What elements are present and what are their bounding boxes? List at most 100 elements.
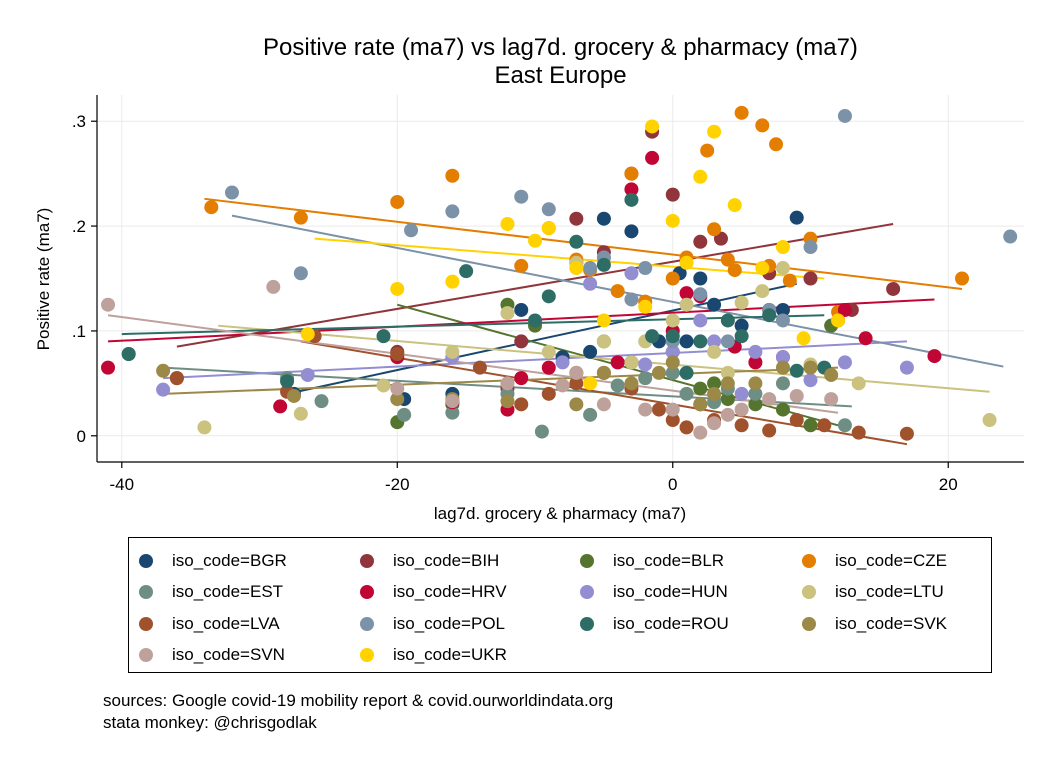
y-tick-label: .1 bbox=[72, 322, 86, 341]
legend-marker bbox=[802, 554, 816, 568]
data-point bbox=[514, 397, 529, 412]
data-point bbox=[693, 425, 708, 440]
data-point bbox=[286, 388, 301, 403]
data-point bbox=[679, 255, 694, 270]
data-point bbox=[775, 350, 790, 365]
y-tick-label: .2 bbox=[72, 217, 86, 236]
data-point bbox=[707, 416, 722, 431]
legend-label: iso_code=HUN bbox=[613, 582, 728, 601]
data-point bbox=[645, 329, 660, 344]
data-point bbox=[748, 344, 763, 359]
legend-label: iso_code=UKR bbox=[393, 645, 507, 664]
data-point bbox=[638, 299, 653, 314]
legend-marker bbox=[139, 648, 153, 662]
data-point bbox=[803, 271, 818, 286]
data-point bbox=[624, 182, 639, 197]
data-point bbox=[224, 185, 239, 200]
data-point bbox=[445, 168, 460, 183]
data-point bbox=[638, 371, 653, 386]
y-tick-label: 0 bbox=[77, 427, 86, 446]
data-point bbox=[748, 376, 763, 391]
data-point bbox=[624, 376, 639, 391]
data-point bbox=[707, 297, 722, 312]
data-point bbox=[500, 306, 515, 321]
data-point bbox=[755, 284, 770, 299]
data-point bbox=[803, 240, 818, 255]
legend-marker bbox=[360, 648, 374, 662]
data-point bbox=[293, 210, 308, 225]
data-point bbox=[707, 344, 722, 359]
legend-label: iso_code=CZE bbox=[835, 551, 947, 570]
data-point bbox=[775, 376, 790, 391]
chart-subtitle: East Europe bbox=[494, 62, 627, 89]
data-point bbox=[300, 367, 315, 382]
data-point bbox=[665, 313, 680, 328]
data-point bbox=[762, 392, 777, 407]
data-point bbox=[665, 213, 680, 228]
data-point bbox=[775, 261, 790, 276]
data-point bbox=[169, 371, 184, 386]
data-point bbox=[445, 344, 460, 359]
data-point bbox=[899, 426, 914, 441]
data-point bbox=[541, 289, 556, 304]
data-point bbox=[665, 344, 680, 359]
data-point bbox=[273, 399, 288, 414]
data-point bbox=[837, 302, 852, 317]
data-point bbox=[720, 365, 735, 380]
data-point bbox=[734, 386, 749, 401]
data-point bbox=[1003, 229, 1018, 244]
data-point bbox=[679, 365, 694, 380]
data-point bbox=[280, 374, 295, 389]
data-point bbox=[651, 365, 666, 380]
data-point bbox=[293, 266, 308, 281]
data-point bbox=[679, 386, 694, 401]
data-point bbox=[555, 355, 570, 370]
data-point bbox=[955, 271, 970, 286]
data-point bbox=[734, 402, 749, 417]
legend-marker bbox=[360, 617, 374, 631]
data-point bbox=[610, 284, 625, 299]
data-point bbox=[789, 210, 804, 225]
data-point bbox=[569, 376, 584, 391]
data-point bbox=[596, 365, 611, 380]
data-point bbox=[514, 371, 529, 386]
source-note: sources: Google covid-19 mobility report… bbox=[103, 691, 614, 710]
data-point bbox=[638, 261, 653, 276]
legend-marker bbox=[802, 617, 816, 631]
data-point bbox=[693, 397, 708, 412]
data-point bbox=[831, 313, 846, 328]
data-point bbox=[748, 355, 763, 370]
legend: iso_code=BGR iso_code=BIH iso_code=BLR iso_… bbox=[128, 537, 992, 673]
data-point bbox=[121, 346, 136, 361]
data-point bbox=[541, 344, 556, 359]
chart-title: Positive rate (ma7) vs lag7d. grocery & … bbox=[263, 34, 858, 61]
legend-label: iso_code=ROU bbox=[613, 614, 729, 633]
data-point bbox=[376, 378, 391, 393]
data-point bbox=[665, 365, 680, 380]
data-point bbox=[803, 360, 818, 375]
legend-marker bbox=[580, 617, 594, 631]
data-point bbox=[541, 386, 556, 401]
data-point bbox=[624, 224, 639, 239]
legend-label: iso_code=SVN bbox=[172, 645, 285, 664]
data-point bbox=[734, 295, 749, 310]
data-point bbox=[707, 386, 722, 401]
data-point bbox=[803, 418, 818, 433]
data-point bbox=[445, 394, 460, 409]
data-point bbox=[624, 292, 639, 307]
data-point bbox=[314, 394, 329, 409]
data-point bbox=[583, 376, 598, 391]
data-point bbox=[472, 360, 487, 375]
data-point bbox=[390, 346, 405, 361]
data-point bbox=[665, 413, 680, 428]
fit-line bbox=[204, 197, 963, 290]
data-point bbox=[693, 169, 708, 184]
data-point bbox=[851, 376, 866, 391]
legend-label: iso_code=SVK bbox=[835, 614, 947, 633]
data-point bbox=[720, 376, 735, 391]
data-point bbox=[707, 124, 722, 139]
data-point bbox=[638, 402, 653, 417]
data-point bbox=[734, 318, 749, 333]
data-point bbox=[679, 420, 694, 435]
